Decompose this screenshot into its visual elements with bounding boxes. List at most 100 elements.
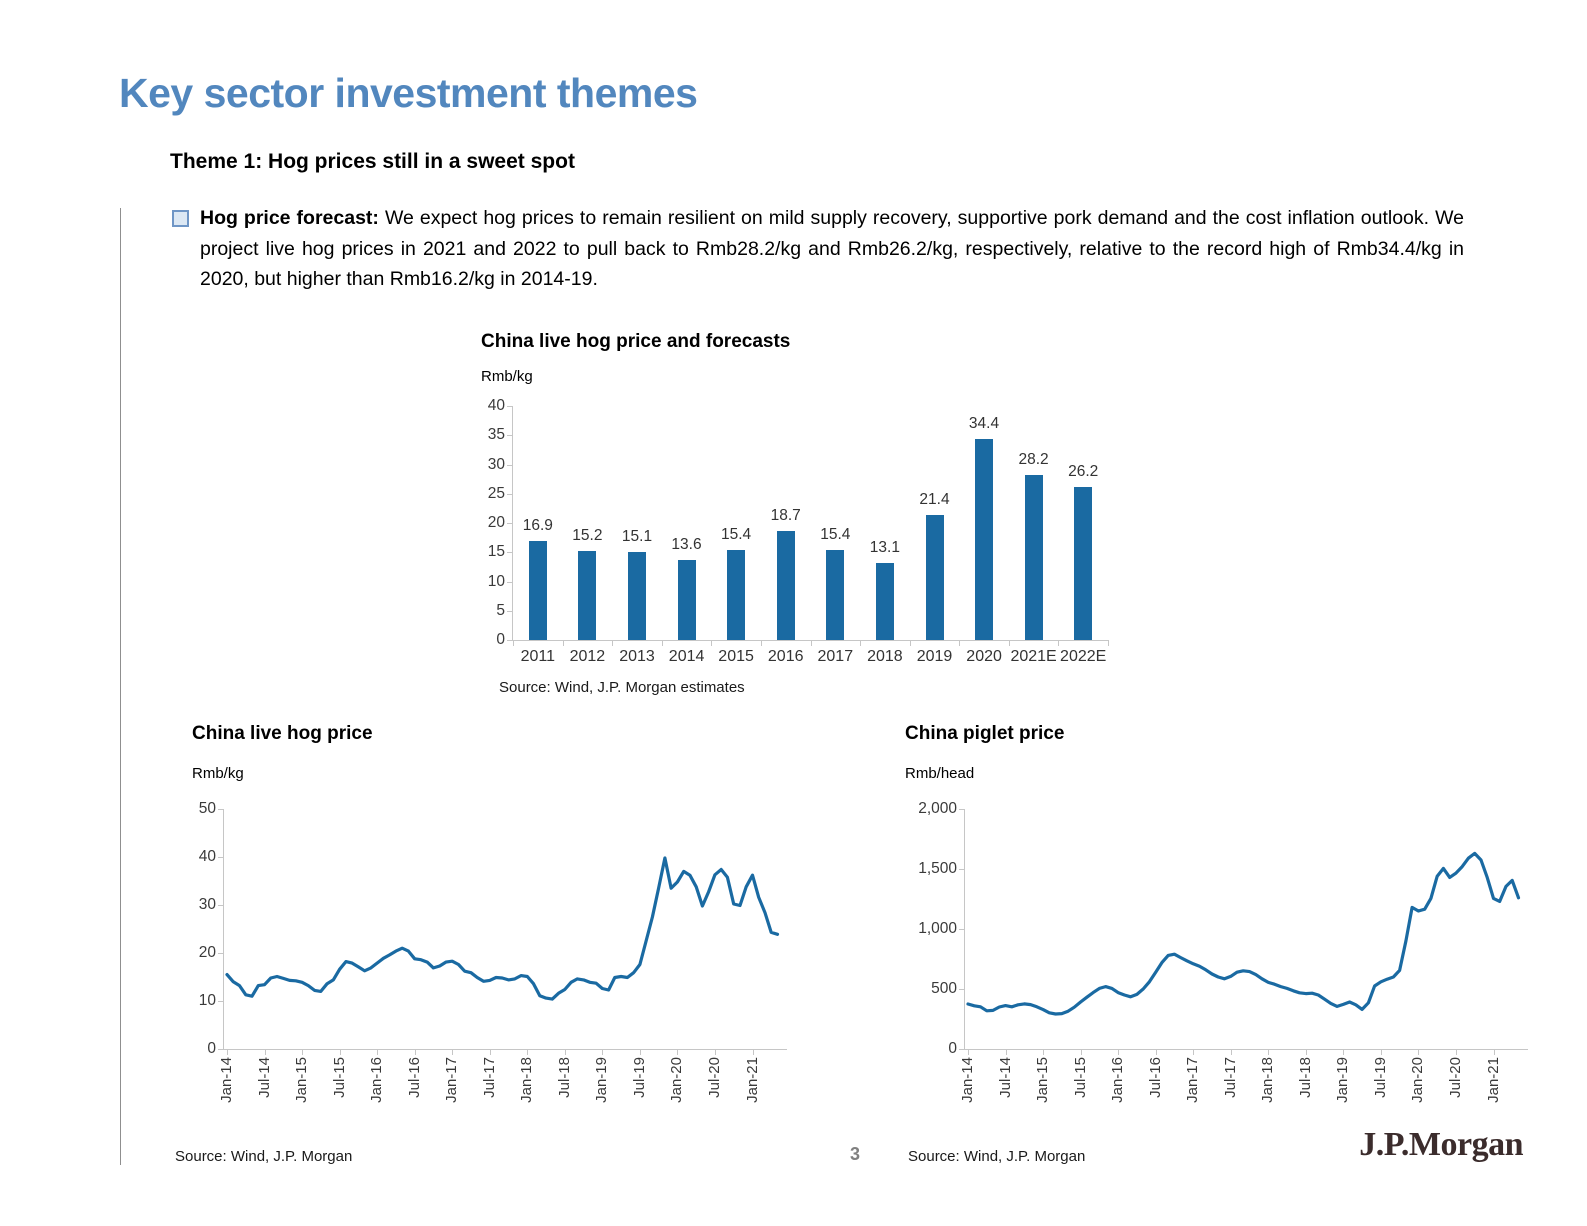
x-tick-label: Jan-17	[1184, 1057, 1202, 1103]
y-tick-label: 30	[487, 455, 505, 473]
x-tick-mark	[1268, 1049, 1270, 1055]
x-tick-label: 2013	[619, 648, 655, 665]
bar-2018	[875, 563, 894, 640]
chart-china-live-hog-price-forecasts: China live hog price and forecasts Rmb/k…	[481, 331, 1141, 711]
line-path	[966, 851, 1521, 1016]
y-tick-mark	[959, 869, 965, 870]
bar-2014	[677, 560, 696, 640]
x-tick-mark	[264, 1049, 266, 1055]
y-tick-mark	[218, 1049, 224, 1050]
x-tick-mark	[810, 640, 812, 646]
x-tick-label: 2018	[867, 648, 903, 665]
x-tick-label: Jan-21	[743, 1057, 761, 1103]
bar-2021E	[1024, 475, 1043, 640]
x-tick-label: Jul-14	[996, 1057, 1014, 1098]
bar-value-label: 13.1	[869, 539, 900, 557]
x-tick-label: Jul-17	[480, 1057, 498, 1098]
x-tick-mark	[302, 1049, 304, 1055]
y-tick-mark	[218, 1001, 224, 1002]
chart-unit-label: Rmb/head	[905, 765, 975, 782]
chart-source: Source: Wind, J.P. Morgan	[175, 1148, 353, 1165]
y-tick-label: 0	[207, 1040, 216, 1057]
bar-value-label: 26.2	[1068, 462, 1099, 480]
bar-2012	[578, 551, 597, 640]
y-tick-label: 500	[931, 980, 957, 997]
x-tick-mark	[612, 640, 614, 646]
x-tick-label: 2015	[718, 648, 754, 665]
y-tick-label: 0	[496, 631, 505, 648]
x-tick-mark	[1155, 1049, 1157, 1055]
y-tick-label: 10	[198, 992, 216, 1009]
x-tick-mark	[1005, 1049, 1007, 1055]
bar-plot-area: 0 5 10 15 20 25 30 35 40 16.9 2011 15.2 2012 15.1 2013…	[488, 397, 1109, 665]
y-tick-mark	[507, 552, 513, 554]
x-tick-label: Jul-18	[1296, 1057, 1314, 1098]
x-tick-mark	[377, 1049, 379, 1055]
bar-2016	[776, 530, 795, 640]
x-tick-label: Jan-15	[1034, 1057, 1052, 1103]
x-tick-mark	[1080, 1049, 1082, 1055]
chart-china-piglet-price: China piglet price Rmb/head 0 500 1,000 1,5…	[888, 723, 1548, 1165]
paragraph-body: We expect hog prices to remain resilient…	[200, 207, 1464, 290]
x-tick-mark	[1008, 640, 1010, 646]
x-tick-label: 2016	[767, 648, 804, 665]
x-tick-mark	[1108, 640, 1109, 646]
x-tick-mark	[1193, 1049, 1195, 1055]
bar-value-label: 15.2	[572, 527, 603, 545]
chart-title: China piglet price	[905, 723, 1065, 744]
y-tick-label: 10	[487, 572, 505, 590]
x-tick-label: Jan-20	[1409, 1057, 1427, 1103]
x-tick-label: Jul-14	[255, 1057, 273, 1098]
y-tick-mark	[959, 989, 965, 990]
x-tick-label: Jul-19	[1371, 1057, 1389, 1098]
y-tick-mark	[507, 523, 513, 524]
x-tick-label: Jul-18	[555, 1057, 573, 1098]
bar-value-label: 15.1	[621, 527, 653, 545]
x-tick-mark	[909, 640, 911, 646]
bar-value-label: 15.4	[820, 525, 851, 543]
x-tick-label: Jul-15	[1071, 1057, 1089, 1098]
y-tick-mark	[507, 640, 513, 641]
y-tick-mark	[507, 464, 513, 466]
x-tick-label: Jan-19	[593, 1057, 611, 1103]
bar-value-label: 28.2	[1018, 451, 1049, 468]
x-tick-label: Jan-16	[1109, 1057, 1127, 1103]
bar-2019	[925, 514, 944, 640]
chart-title: China live hog price and forecasts	[481, 331, 791, 352]
page-number: 3	[850, 1144, 861, 1164]
y-tick-mark	[507, 406, 513, 407]
chart-unit-label: Rmb/kg	[481, 368, 533, 385]
x-tick-mark	[1343, 1049, 1345, 1055]
y-tick-mark	[507, 493, 513, 495]
x-tick-mark	[752, 1049, 754, 1055]
y-tick-label: 35	[487, 426, 505, 444]
x-tick-mark	[339, 1049, 341, 1055]
x-tick-mark	[1493, 1049, 1495, 1055]
bar-value-label: 15.4	[721, 525, 752, 543]
x-tick-mark	[677, 1049, 679, 1055]
y-tick-label: 15	[487, 543, 505, 561]
y-tick-mark	[218, 905, 224, 906]
square-bullet-icon	[172, 210, 189, 227]
chart-unit-label: Rmb/kg	[192, 765, 244, 782]
x-tick-mark	[860, 640, 862, 646]
bar-value-label: 18.7	[770, 506, 801, 524]
x-tick-label: 2019	[916, 648, 953, 665]
paragraph-text: Hog price forecast: We expect hog prices…	[200, 203, 1464, 295]
y-tick-mark	[959, 929, 965, 930]
y-tick-mark	[218, 857, 224, 858]
x-tick-mark	[760, 640, 762, 646]
chart-source: Source: Wind, J.P. Morgan	[908, 1148, 1086, 1165]
x-tick-label: Jan-18	[1259, 1057, 1277, 1103]
theme-heading: Theme 1: Hog prices still in a sweet spo…	[170, 150, 575, 173]
paragraph-lead: Hog price forecast:	[200, 207, 379, 229]
x-tick-label: Jul-17	[1221, 1057, 1239, 1098]
y-tick-label: 25	[487, 484, 505, 502]
hog-price-forecast-paragraph: Hog price forecast: We expect hog prices…	[172, 203, 1464, 295]
y-tick-label: 0	[948, 1040, 957, 1057]
x-tick-label: Jan-16	[368, 1057, 386, 1103]
x-tick-mark	[1230, 1049, 1232, 1055]
chart-china-live-hog-price: China live hog price Rmb/kg 0 10 20 30 40 50 J…	[175, 723, 835, 1165]
jpmorgan-logo: J.P.Morgan	[1359, 1126, 1523, 1163]
x-tick-label: Jan-17	[443, 1057, 461, 1103]
